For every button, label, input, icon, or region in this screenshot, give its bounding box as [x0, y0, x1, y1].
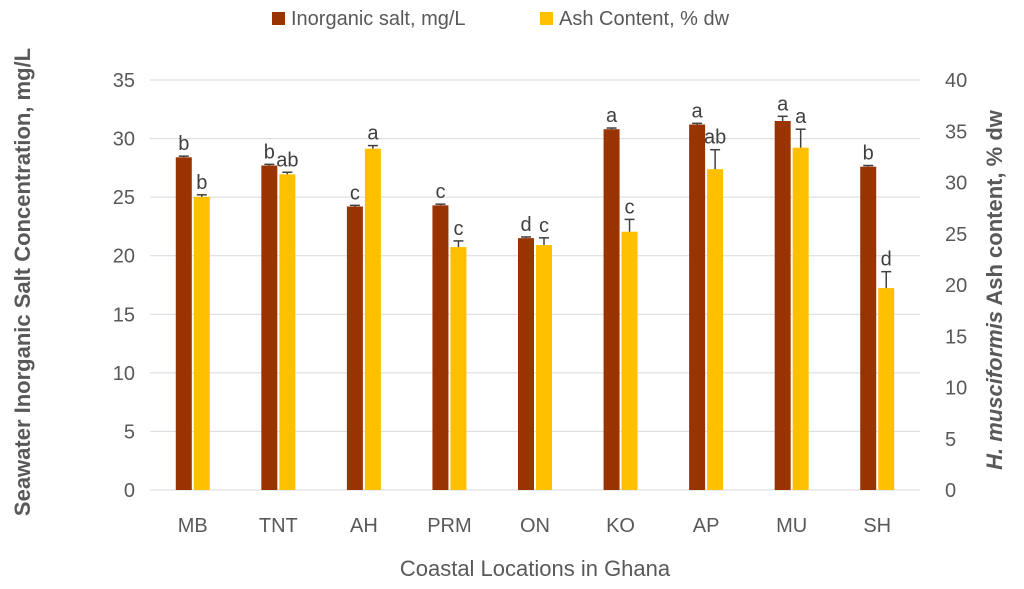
x-axis-title: Coastal Locations in Ghana	[400, 556, 671, 581]
legend-swatch	[540, 12, 553, 25]
bar-inorganic-salt	[261, 165, 278, 490]
bar-inorganic-salt	[432, 205, 449, 491]
significance-letter: b	[196, 172, 207, 194]
x-tick-label: SH	[863, 515, 891, 537]
y-right-tick-label: 10	[945, 378, 967, 400]
legend: Inorganic salt, mg/L Ash Content, % dw	[272, 8, 730, 30]
x-tick-label: KO	[606, 515, 635, 537]
significance-letter: d	[520, 214, 531, 236]
bar-ash-content	[193, 196, 210, 490]
x-tick-label: ON	[520, 515, 550, 537]
gridlines	[150, 79, 920, 491]
significance-letter: a	[692, 100, 704, 122]
y-right-tick-label: 35	[945, 121, 967, 143]
significance-letter: b	[178, 133, 189, 155]
significance-letter: c	[435, 181, 445, 203]
significance-letter: ab	[276, 149, 298, 171]
y-axis-right-title-species: H. musciformis	[982, 311, 1007, 470]
significance-letter: c	[350, 182, 360, 204]
y-left-tick-label: 25	[113, 187, 135, 209]
y-left-tick-label: 5	[124, 421, 135, 443]
bar-inorganic-salt	[518, 238, 534, 490]
y-left-tick-label: 20	[113, 246, 135, 268]
significance-letter: a	[795, 106, 807, 128]
significance-letter: ab	[704, 127, 726, 149]
x-tick-label: MB	[178, 515, 208, 537]
bar-inorganic-salt	[346, 206, 363, 490]
significance-letter: c	[625, 196, 635, 218]
bar-ash-content	[279, 174, 296, 491]
bar-inorganic-salt	[175, 157, 192, 491]
bar-ash-content	[792, 147, 809, 490]
bars	[175, 115, 895, 491]
bar-inorganic-salt	[860, 166, 877, 490]
legend-label: Ash Content, % dw	[559, 8, 730, 30]
bar-ash-content	[536, 245, 552, 490]
significance-letter: c	[539, 215, 549, 237]
significance-letter: a	[777, 93, 789, 115]
y-right-tick-label: 15	[945, 326, 967, 348]
y-right-tick-label: 25	[945, 224, 967, 246]
significance-letter: a	[367, 123, 379, 145]
x-tick-label: MU	[776, 515, 807, 537]
bar-ash-content	[621, 231, 638, 490]
axes: Seawater Inorganic Salt Concentration, m…	[10, 48, 1007, 581]
significance-letter: b	[863, 143, 874, 165]
y-left-tick-label: 10	[113, 363, 135, 385]
bar-ash-content	[707, 169, 724, 491]
bar-inorganic-salt	[603, 129, 620, 490]
y-right-tick-label: 40	[945, 70, 967, 92]
y-left-tick-label: 35	[113, 70, 135, 92]
significance-letter: a	[606, 105, 618, 127]
significance-letter: c	[453, 218, 463, 240]
bar-inorganic-salt	[774, 121, 791, 490]
y-axis-right-title: H. musciformis Ash content, % dw	[982, 109, 1007, 470]
y-axis-right-title-rest: Ash content, % dw	[982, 109, 1007, 311]
y-right-tick-label: 0	[945, 480, 956, 502]
x-tick-label: TNT	[259, 515, 298, 537]
bar-ash-content	[364, 148, 381, 491]
x-tick-label: AH	[350, 515, 378, 537]
significance-letter: d	[881, 249, 892, 271]
y-right-tick-label: 30	[945, 173, 967, 195]
y-left-tick-label: 15	[113, 304, 135, 326]
y-right-tick-label: 5	[945, 429, 956, 451]
y-left-tick-label: 30	[113, 129, 135, 151]
x-tick-label: PRM	[427, 515, 471, 537]
y-axis-left-title: Seawater Inorganic Salt Concentration, m…	[10, 48, 35, 516]
x-tick-label: AP	[693, 515, 720, 537]
legend-swatch	[272, 12, 285, 25]
bar-inorganic-salt	[689, 124, 706, 490]
significance-letter: b	[264, 141, 275, 163]
bar-ash-content	[450, 247, 467, 490]
y-left-tick-label: 0	[124, 480, 135, 502]
y-right-tick-label: 20	[945, 275, 967, 297]
bar-ash-content	[878, 288, 895, 490]
legend-label: Inorganic salt, mg/L	[291, 8, 466, 30]
